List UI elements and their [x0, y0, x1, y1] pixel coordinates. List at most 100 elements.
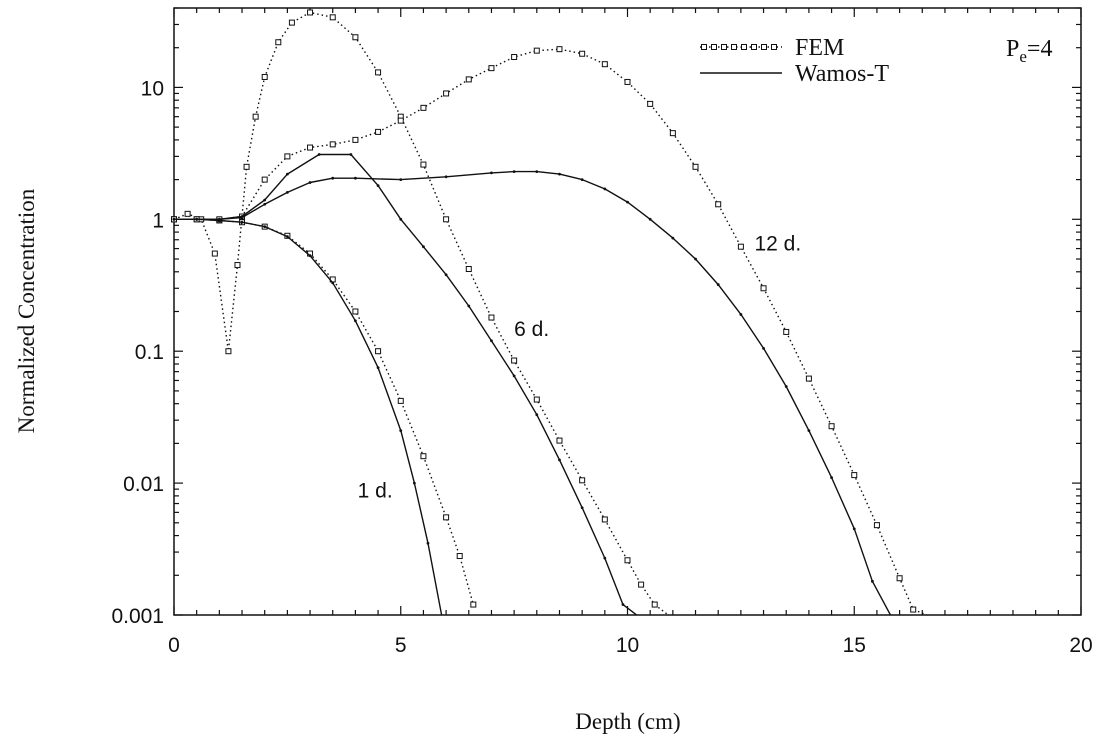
plot-border — [173, 7, 1082, 616]
wamos-point — [444, 273, 448, 277]
legend-fem-markers — [701, 44, 777, 50]
fem-point — [275, 39, 282, 46]
fem-point — [261, 73, 268, 80]
fem-point — [647, 100, 654, 107]
fem-point — [307, 144, 314, 151]
legend-fem-marker — [711, 44, 717, 50]
wamos-point — [739, 313, 743, 316]
fem-point — [211, 250, 218, 257]
fem-point — [288, 19, 295, 26]
fem-point — [307, 9, 314, 16]
wamos-12d-line — [174, 170, 892, 616]
fem-point — [443, 90, 450, 97]
wamos-point — [195, 217, 199, 221]
wamos-point — [512, 170, 516, 173]
fem-point — [805, 375, 812, 382]
wamos-point — [671, 236, 675, 240]
fem-point — [556, 46, 563, 53]
fem-point — [511, 54, 518, 61]
wamos-point — [830, 476, 833, 480]
y-tick-label: 0.1 — [135, 341, 164, 364]
fem-point — [397, 117, 404, 124]
x-tick-label: 10 — [616, 634, 639, 657]
legend-fem-marker — [741, 44, 747, 50]
fem-point — [225, 348, 232, 355]
wamos-point — [580, 506, 584, 510]
fem-point — [352, 136, 359, 143]
wamos-point — [784, 385, 788, 388]
fem-point — [511, 357, 518, 364]
legend-fem-marker — [721, 44, 727, 50]
wamos-point — [308, 254, 312, 258]
fem-point — [601, 516, 608, 523]
fem-point — [329, 14, 336, 21]
fem-point — [851, 472, 858, 479]
wamos-point — [285, 235, 289, 238]
x-tick-label: 5 — [395, 634, 407, 657]
fem-point — [910, 606, 917, 613]
plot-frame — [173, 7, 1082, 616]
wamos-point — [716, 283, 720, 286]
legend-fem-marker — [701, 44, 707, 50]
legend-fem-label: FEM — [795, 35, 844, 61]
wamos-point — [490, 171, 493, 175]
wamos-point — [535, 413, 539, 417]
fem-point — [579, 477, 586, 484]
peclet-suffix: =4 — [1027, 36, 1053, 62]
fem-point — [397, 397, 404, 404]
axis-titles: Depth (cm) Normalized Concentration — [14, 188, 681, 734]
wamos-point — [580, 178, 584, 182]
wamos-point — [317, 153, 321, 156]
annotation-label: 1 d. — [358, 479, 393, 502]
fem-point — [828, 423, 835, 430]
fem-point — [375, 128, 382, 135]
wamos-point — [285, 190, 289, 194]
y-tick-label: 0.01 — [123, 473, 164, 496]
fem-point — [896, 575, 903, 582]
wamos-point — [852, 527, 856, 531]
wamos-point — [263, 198, 267, 202]
wamos-point — [376, 366, 380, 370]
wamos-point — [285, 172, 289, 176]
fem-point — [638, 581, 645, 588]
wamos-point — [263, 202, 267, 206]
fem-6d-line — [173, 11, 669, 616]
wamos-point — [694, 257, 697, 261]
series-layer — [171, 9, 928, 616]
legend-fem-marker — [771, 44, 777, 50]
wamos-point — [648, 217, 652, 221]
fem-point — [352, 34, 359, 41]
fem-point — [252, 113, 259, 120]
wamos-point — [603, 556, 607, 560]
wamos-point — [626, 200, 629, 204]
x-tick-label: 0 — [168, 634, 180, 657]
fem-point — [488, 314, 495, 321]
wamos-point — [621, 603, 625, 606]
fem-point — [465, 266, 472, 273]
wamos-point — [354, 176, 357, 180]
fem-point — [651, 601, 658, 608]
annotation-label: 6 d. — [514, 318, 549, 341]
x-tick-label: 15 — [843, 634, 866, 657]
wamos-point — [558, 172, 561, 176]
fem-point — [352, 308, 359, 315]
wamos-point — [807, 429, 811, 433]
fem-point — [579, 50, 586, 57]
curve-annotations: 1 d. 6 d. 12 d. — [358, 233, 802, 503]
fem-point — [443, 216, 450, 223]
fem-point — [420, 161, 427, 168]
tick-labels: 0 5 10 15 20 0.001 0.01 0.1 1 10 — [111, 77, 1092, 657]
legend-fem-marker — [761, 44, 767, 50]
fem-point — [465, 76, 472, 83]
wamos-point — [349, 153, 353, 156]
wamos-point — [444, 175, 448, 179]
fem-point — [184, 210, 191, 217]
wamos-point — [308, 181, 312, 184]
wamos-point — [399, 178, 403, 182]
wamos-point — [331, 176, 335, 180]
wamos-point — [490, 339, 493, 343]
legend-fem-marker — [751, 44, 757, 50]
y-axis-title: Normalized Concentration — [14, 188, 39, 433]
wamos-point — [603, 187, 607, 191]
fem-point — [737, 243, 744, 250]
